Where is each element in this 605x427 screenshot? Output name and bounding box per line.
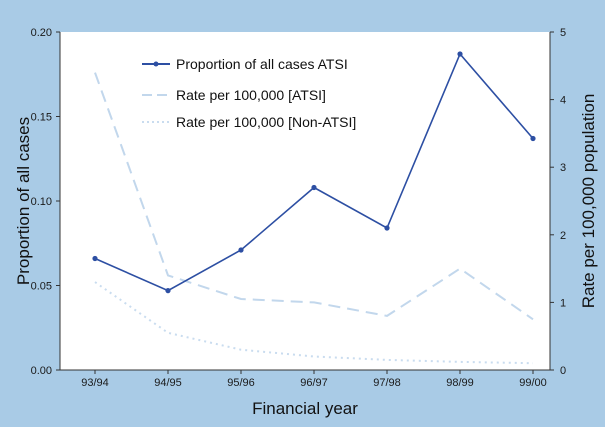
left-y-tick-label: 0.05: [31, 281, 52, 293]
legend-entry-atsi-rate: Rate per 100,000 [ATSI]: [142, 87, 326, 103]
x-tick-label: 97/98: [373, 377, 401, 389]
right-y-tick-label: 0: [560, 365, 566, 377]
right-y-axis-title: Rate per 100,000 population: [579, 94, 598, 309]
data-point-proportion-of-all-cases-atsi: [311, 184, 317, 191]
x-tick-label: 94/95: [154, 377, 182, 389]
left-y-axis-title: Proportion of all cases: [14, 117, 33, 285]
data-point-proportion-of-all-cases-atsi: [238, 247, 244, 253]
series-line-rate-per-100-000-atsi: [94, 72, 534, 321]
x-tick-label: 96/97: [300, 377, 328, 389]
legend-label-proportion: Proportion of all cases ATSI: [176, 56, 348, 72]
ticks-layer: 93/94 94/95 95/96 96/97 97/98 98/99 99/00 0.00 0…: [31, 27, 567, 389]
left-y-tick-label: 0.00: [31, 365, 52, 377]
data-point-proportion-of-all-cases-atsi: [384, 225, 390, 231]
legend-label-atsi-rate: Rate per 100,000 [ATSI]: [176, 87, 326, 103]
left-y-tick-label: 0.10: [31, 196, 52, 208]
x-tick-label: 99/00: [519, 377, 547, 389]
left-y-tick-label: 0.20: [31, 27, 52, 39]
legend-label-non-atsi-rate: Rate per 100,000 [Non-ATSI]: [176, 114, 356, 130]
legend-entry-proportion: Proportion of all cases ATSI: [142, 56, 348, 72]
plot-area: [60, 32, 550, 370]
x-tick-label: 93/94: [81, 377, 109, 389]
right-y-tick-label: 5: [560, 27, 566, 39]
data-point-proportion-of-all-cases-atsi: [92, 255, 98, 262]
right-y-tick-label: 1: [560, 297, 566, 309]
right-y-tick-label: 3: [560, 162, 566, 174]
x-axis-title: Financial year: [252, 399, 358, 418]
data-point-proportion-of-all-cases-atsi: [530, 135, 536, 142]
data-point-proportion-of-all-cases-atsi: [165, 288, 171, 294]
right-y-tick-label: 2: [560, 230, 566, 242]
legend: Proportion of all cases ATSI Rate per 10…: [142, 56, 356, 130]
right-y-tick-label: 4: [560, 95, 566, 107]
legend-entry-non-atsi-rate: Rate per 100,000 [Non-ATSI]: [142, 114, 356, 130]
legend-marker-proportion: [153, 61, 159, 67]
left-y-tick-label: 0.15: [31, 112, 52, 124]
x-tick-label: 98/99: [446, 377, 474, 389]
data-point-proportion-of-all-cases-atsi: [457, 51, 463, 57]
series-layer: [92, 51, 536, 365]
x-tick-label: 95/96: [227, 377, 255, 389]
